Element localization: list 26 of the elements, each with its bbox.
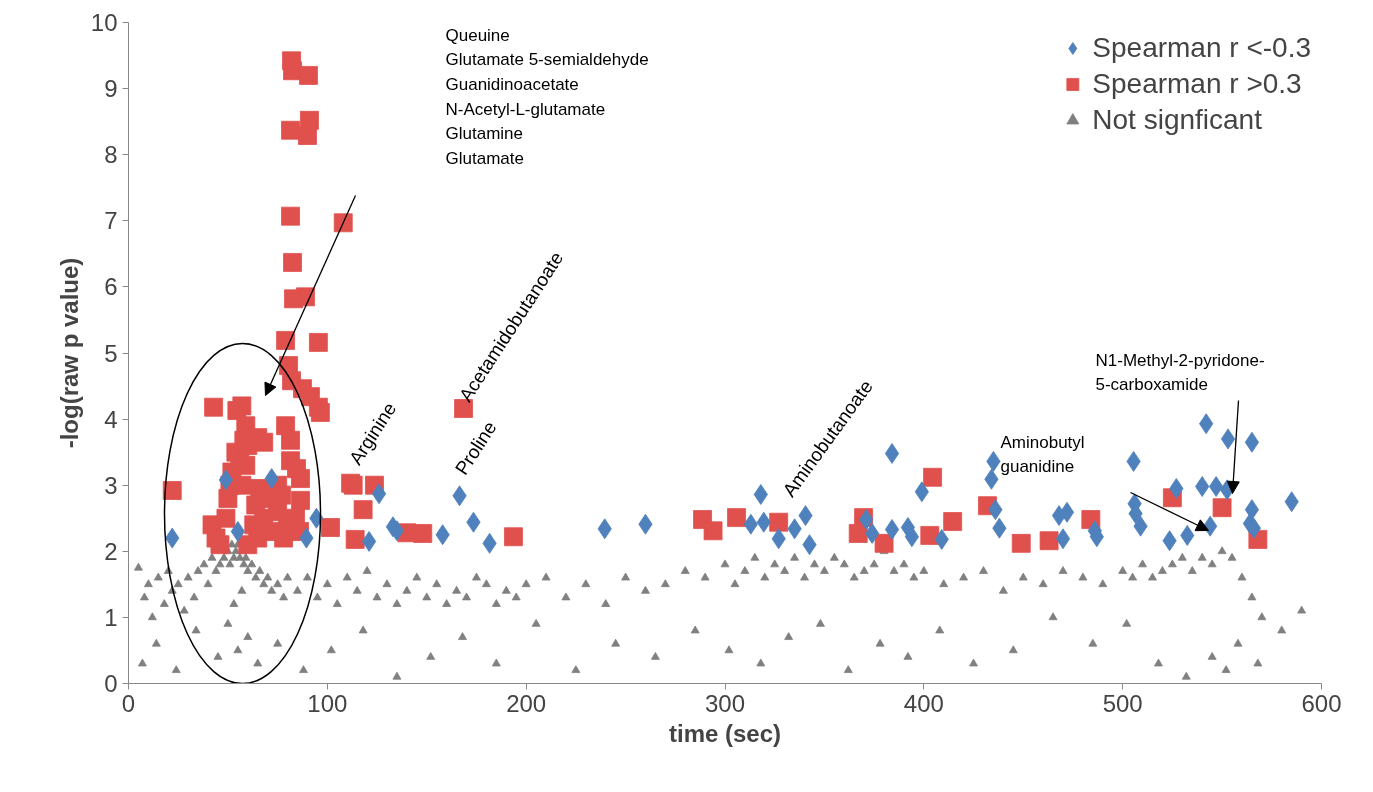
y-tick-label: 8	[104, 141, 118, 169]
x-tick-label: 600	[1301, 689, 1342, 717]
y-axis-title: -log(raw p value)	[55, 257, 83, 449]
x-axis-title: time (sec)	[668, 719, 782, 747]
legend-label: Not signficant	[1092, 104, 1262, 136]
legend-label: Spearman r >0.3	[1092, 68, 1302, 100]
y-tick-label: 3	[104, 471, 118, 499]
x-tick-label: 100	[307, 689, 348, 717]
x-tick-label: 200	[506, 689, 547, 717]
x-tick-label: 0	[121, 689, 136, 717]
y-tick-label: 1	[104, 603, 118, 631]
legend-label: Spearman r <-0.3	[1092, 32, 1311, 64]
y-tick-label: 5	[104, 339, 118, 367]
x-tick-label: 500	[1102, 689, 1143, 717]
y-tick-label: 10	[90, 9, 118, 36]
annotation: N1-Methyl-2-pyridone- 5-carboxamide	[1095, 350, 1265, 395]
y-tick-label: 9	[104, 75, 118, 103]
y-tick-label: 0	[104, 670, 118, 697]
y-tick-label: 7	[104, 207, 118, 235]
annotation: Aminobutyl guanidine	[1000, 432, 1085, 477]
y-tick-label: 2	[104, 537, 118, 565]
x-tick-label: 300	[704, 689, 746, 717]
y-tick-label: 6	[104, 273, 118, 301]
y-tick-label: 4	[104, 405, 118, 433]
x-tick-label: 400	[903, 689, 944, 717]
annotation: Queuine Glutamate 5-semialdehyde Guanidinoacetate N-Acetyl-L-glutamate Glutamine Glutamate	[445, 25, 649, 168]
